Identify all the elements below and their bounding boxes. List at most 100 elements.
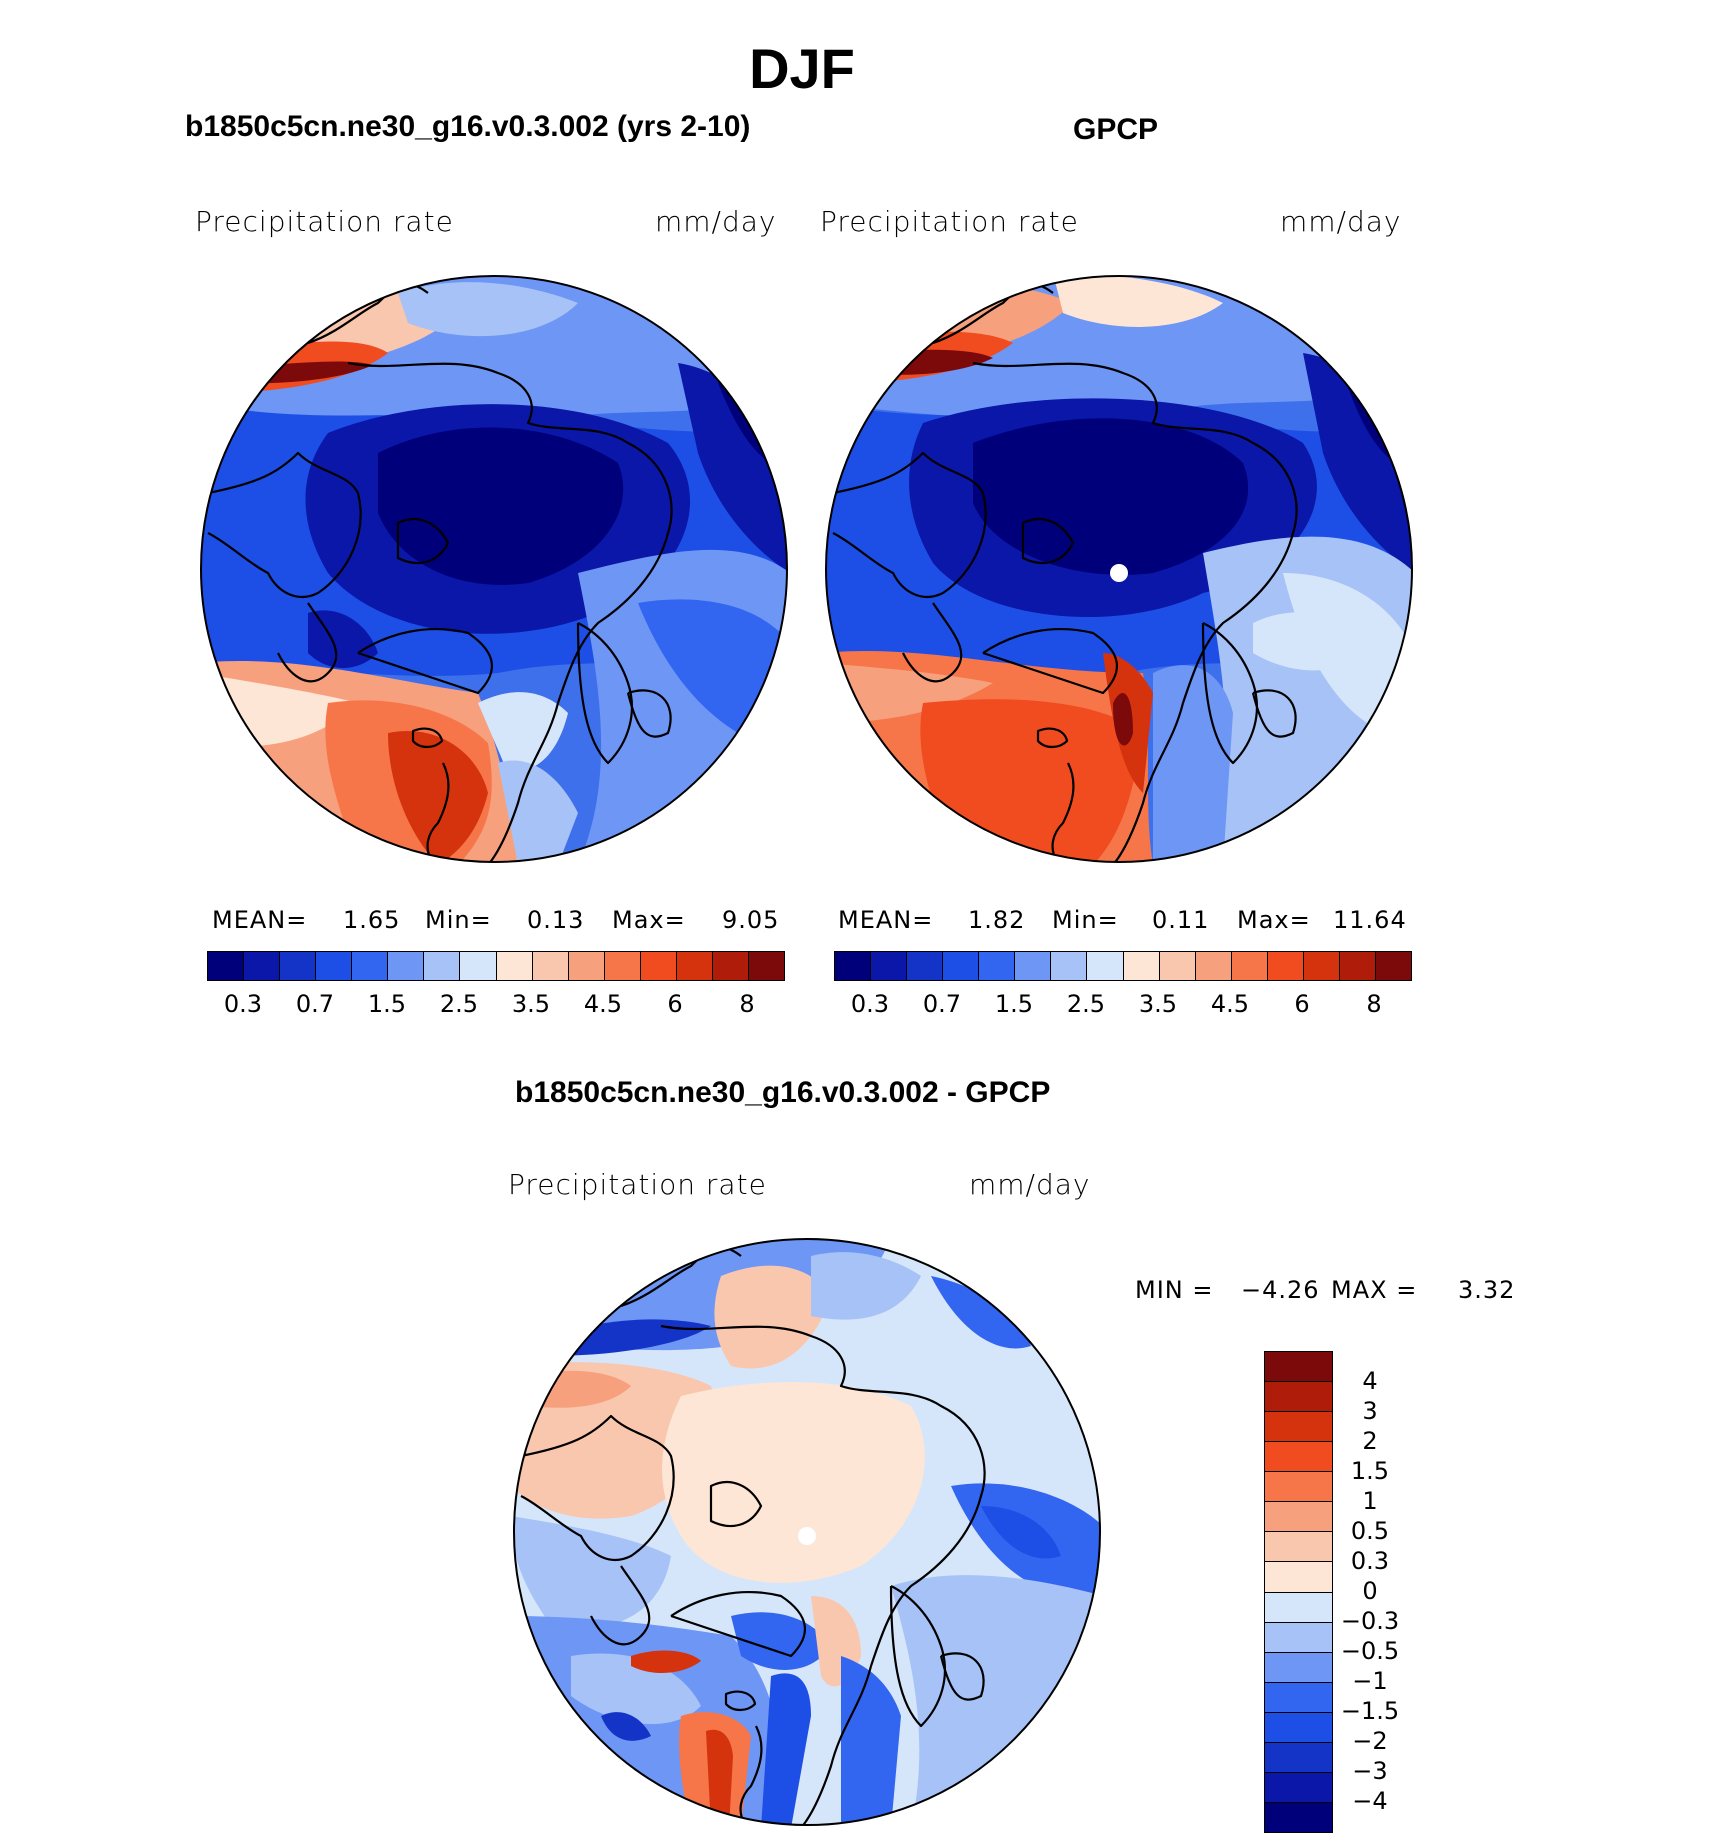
- diff-colorbar-swatch: [1265, 1772, 1332, 1803]
- model-colorbar-tick-label: 0.3: [223, 990, 263, 1018]
- obs-colorbar-swatch: [907, 952, 944, 980]
- obs-colorbar-tick-label: 8: [1366, 990, 1382, 1018]
- model-min-value: 0.13: [527, 906, 585, 934]
- model-polar-map: [200, 275, 788, 863]
- diff-colorbar-tick-label: −0.5: [1340, 1637, 1400, 1665]
- model-mean-value: 1.65: [343, 906, 401, 934]
- obs-colorbar-swatch: [1015, 952, 1052, 980]
- obs-colorbar-swatch: [943, 952, 980, 980]
- model-max-label: Max=: [612, 906, 686, 934]
- obs-colorbar-swatch: [979, 952, 1016, 980]
- obs-min-label: Min=: [1052, 906, 1119, 934]
- model-colorbar-swatch: [640, 952, 677, 980]
- model-colorbar-tick-label: 1.5: [367, 990, 407, 1018]
- obs-colorbar-swatch: [1195, 952, 1232, 980]
- diff-min-label: MIN =: [1135, 1276, 1214, 1304]
- diff-colorbar-swatch: [1265, 1382, 1332, 1413]
- diff-variable-label: Precipitation rate: [508, 1168, 767, 1201]
- diff-max-label: MAX =: [1331, 1276, 1418, 1304]
- model-colorbar-swatch: [388, 952, 425, 980]
- model-colorbar-tick-label: 0.7: [295, 990, 335, 1018]
- diff-colorbar-swatch: [1265, 1592, 1332, 1623]
- model-colorbar-swatch: [604, 952, 641, 980]
- diff-colorbar-tick-label: 0: [1362, 1577, 1378, 1605]
- diff-colorbar-tick-label: 1: [1362, 1487, 1378, 1515]
- diff-colorbar-tick-label: −2: [1352, 1727, 1388, 1755]
- model-mean-label: MEAN=: [212, 906, 308, 934]
- diff-min-value: −4.26: [1241, 1276, 1320, 1304]
- obs-mean-value: 1.82: [968, 906, 1026, 934]
- model-colorbar-swatch: [748, 952, 784, 980]
- diff-colorbar-tick-label: 2: [1362, 1427, 1378, 1455]
- model-colorbar: [207, 951, 785, 981]
- obs-colorbar-swatch: [871, 952, 908, 980]
- obs-colorbar-ticks: 0.3 0.7 1.5 2.5 3.5 4.5 6 8: [834, 990, 1410, 1020]
- obs-colorbar-swatch: [1159, 952, 1196, 980]
- model-colorbar-swatch: [424, 952, 461, 980]
- model-max-value: 9.05: [722, 906, 780, 934]
- obs-colorbar-swatch: [1231, 952, 1268, 980]
- obs-units-label: mm/day: [1280, 205, 1402, 238]
- obs-mean-label: MEAN=: [838, 906, 934, 934]
- model-variable-label: Precipitation rate: [195, 205, 454, 238]
- diff-colorbar-ticks: 4 3 2 1.5 1 0.5 0.3 0 −0.3 −0.5 −1 −1.5 −2 −3 −4: [1335, 1351, 1415, 1831]
- diff-colorbar-tick-label: 3: [1362, 1397, 1378, 1425]
- diff-colorbar-swatch: [1265, 1622, 1332, 1653]
- obs-colorbar-swatch: [1375, 952, 1411, 980]
- model-colorbar-swatch: [244, 952, 281, 980]
- model-panel-title: b1850c5cn.ne30_g16.v0.3.002 (yrs 2-10): [185, 110, 751, 143]
- obs-colorbar-tick-label: 3.5: [1138, 990, 1178, 1018]
- model-colorbar-swatch: [568, 952, 605, 980]
- diff-colorbar-swatch: [1265, 1442, 1332, 1473]
- obs-max-label: Max=: [1237, 906, 1311, 934]
- model-colorbar-ticks: 0.3 0.7 1.5 2.5 3.5 4.5 6 8: [207, 990, 783, 1020]
- diff-colorbar-swatch: [1265, 1562, 1332, 1593]
- figure-title: DJF: [749, 37, 855, 100]
- obs-variable-label: Precipitation rate: [820, 205, 1079, 238]
- diff-colorbar-swatch: [1265, 1502, 1332, 1533]
- model-colorbar-swatch: [352, 952, 389, 980]
- diff-colorbar-tick-label: 0.3: [1350, 1547, 1390, 1575]
- obs-colorbar-tick-label: 0.7: [922, 990, 962, 1018]
- diff-colorbar-tick-label: 4: [1362, 1367, 1378, 1395]
- model-colorbar-swatch: [712, 952, 749, 980]
- diff-colorbar-swatch: [1265, 1802, 1332, 1832]
- diff-colorbar-swatch: [1265, 1412, 1332, 1443]
- model-colorbar-tick-label: 8: [739, 990, 755, 1018]
- diff-colorbar-tick-label: 1.5: [1350, 1457, 1390, 1485]
- diff-colorbar-tick-label: 0.5: [1350, 1517, 1390, 1545]
- model-colorbar-swatch: [532, 952, 569, 980]
- obs-min-value: 0.11: [1152, 906, 1210, 934]
- diff-colorbar-swatch: [1265, 1652, 1332, 1683]
- diff-colorbar-swatch: [1265, 1352, 1332, 1383]
- obs-colorbar-swatch: [1303, 952, 1340, 980]
- diff-colorbar-swatch: [1265, 1712, 1332, 1743]
- diff-colorbar-swatch: [1265, 1532, 1332, 1563]
- diff-polar-map: [513, 1238, 1101, 1826]
- obs-colorbar-swatch: [835, 952, 872, 980]
- obs-max-value: 11.64: [1333, 906, 1407, 934]
- model-colorbar-swatch: [208, 952, 245, 980]
- diff-colorbar-swatch: [1265, 1682, 1332, 1713]
- obs-colorbar-tick-label: 4.5: [1210, 990, 1250, 1018]
- obs-colorbar-swatch: [1339, 952, 1376, 980]
- obs-colorbar-tick-label: 0.3: [850, 990, 890, 1018]
- obs-colorbar-tick-label: 1.5: [994, 990, 1034, 1018]
- model-colorbar-swatch: [676, 952, 713, 980]
- obs-colorbar-swatch: [1123, 952, 1160, 980]
- model-colorbar-swatch: [496, 952, 533, 980]
- diff-colorbar-tick-label: −0.3: [1340, 1607, 1400, 1635]
- model-colorbar-swatch: [280, 952, 317, 980]
- obs-panel-title: GPCP: [1073, 113, 1159, 146]
- model-min-label: Min=: [425, 906, 492, 934]
- model-colorbar-tick-label: 3.5: [511, 990, 551, 1018]
- diff-colorbar-tick-label: −4: [1352, 1787, 1388, 1815]
- diff-colorbar-swatch: [1265, 1742, 1332, 1773]
- obs-colorbar-swatch: [1087, 952, 1124, 980]
- obs-colorbar-tick-label: 6: [1294, 990, 1310, 1018]
- model-units-label: mm/day: [655, 205, 777, 238]
- obs-colorbar-swatch: [1267, 952, 1304, 980]
- diff-colorbar-tick-label: −3: [1352, 1757, 1388, 1785]
- model-colorbar-tick-label: 6: [667, 990, 683, 1018]
- model-colorbar-swatch: [316, 952, 353, 980]
